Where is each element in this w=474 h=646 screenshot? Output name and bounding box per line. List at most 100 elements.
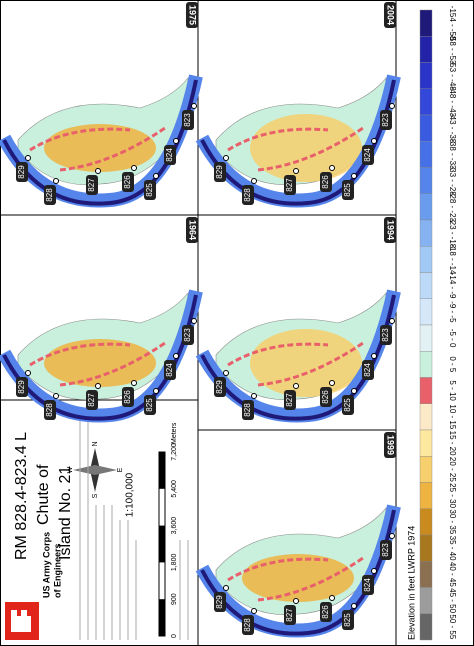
- mile-badge: [380, 110, 392, 130]
- map-panel: 829 828 827 826 825 824 823 1975: [0, 2, 203, 208]
- scale-bar-segment: [159, 525, 165, 563]
- year-badge: [384, 2, 396, 28]
- mile-marker: [131, 165, 137, 171]
- legend-swatch: [419, 193, 433, 221]
- legend-label: -9 - -5: [448, 301, 457, 323]
- river-mile-label: 825: [145, 398, 154, 412]
- river-mile-label: 826: [321, 390, 330, 404]
- legend-swatch: [419, 508, 433, 536]
- legend-swatch: [419, 377, 433, 404]
- legend-label: 15 - 20: [448, 431, 457, 456]
- scale-bar-label: 0: [171, 634, 178, 638]
- legend-label: 10 - 15: [448, 404, 457, 429]
- thalweg: [200, 509, 396, 636]
- mile-marker: [371, 353, 377, 359]
- river-mile-label: 827: [87, 178, 96, 192]
- mile-marker: [191, 103, 197, 109]
- title-line: Island No. 21: [57, 466, 74, 560]
- river-mile-label: 829: [17, 165, 26, 179]
- river-mile-label: 828: [243, 618, 252, 632]
- sandbar: [250, 329, 362, 397]
- legend-label: -14 - -9: [448, 273, 457, 299]
- thalweg: [2, 79, 198, 206]
- river-mile-label: 824: [363, 148, 372, 162]
- mile-marker: [153, 173, 159, 179]
- scale-bar-label: 1,800: [171, 554, 178, 572]
- legend-label: 45 - 50: [448, 588, 457, 613]
- mile-marker: [25, 370, 31, 376]
- mile-badge: [284, 605, 296, 625]
- legend-label: -154 - -58: [448, 6, 457, 41]
- compass-label: N: [92, 441, 99, 446]
- year-label: 1964: [188, 220, 198, 240]
- bank-edge: [227, 126, 364, 172]
- compass-label: E: [117, 467, 124, 472]
- legend-label: 20 - 25: [448, 457, 457, 482]
- river-mile-label: 824: [363, 363, 372, 377]
- river-mile-label: 823: [381, 328, 390, 342]
- mile-marker: [293, 168, 299, 174]
- bank-edge: [227, 341, 364, 387]
- agency: of Engineers: [52, 543, 62, 598]
- mile-marker: [389, 533, 395, 539]
- sandbar: [44, 339, 156, 387]
- notes-text: [79, 410, 189, 640]
- agency: US Army Corps: [41, 532, 51, 598]
- mile-badge: [362, 360, 374, 380]
- mile-badge: [342, 610, 354, 630]
- river-mile-label: 823: [183, 328, 192, 342]
- river-mile-label: 829: [17, 380, 26, 394]
- mile-badge: [164, 360, 176, 380]
- mile-marker: [251, 178, 257, 184]
- legend-label: -38 - -33: [448, 139, 457, 170]
- year-badge: [384, 432, 396, 458]
- north-arrow: [73, 448, 117, 492]
- river-mile-label: 827: [285, 393, 294, 407]
- map-panel: 829 828 827 826 825 824 823 2004: [195, 2, 401, 208]
- year-badge: [186, 2, 198, 28]
- mile-badge: [380, 325, 392, 345]
- legend-swatch: [419, 456, 433, 483]
- legend-swatch: [419, 482, 433, 509]
- mile-badge: [320, 387, 332, 407]
- river-mile-label: 827: [87, 393, 96, 407]
- river-mile-label: 826: [321, 175, 330, 189]
- mile-badge: [44, 400, 56, 420]
- river-mile-label: 824: [165, 148, 174, 162]
- mile-badge: [242, 615, 254, 635]
- river-mile-label: 823: [381, 543, 390, 557]
- mile-badge: [242, 185, 254, 205]
- mile-marker: [251, 393, 257, 399]
- legend-label: -23 - -18: [448, 218, 457, 249]
- mile-badge: [182, 110, 194, 130]
- mile-marker: [223, 370, 229, 376]
- legend-label: -18 - -14: [448, 244, 457, 275]
- mile-badge: [284, 390, 296, 410]
- legend-swatch: [419, 219, 433, 247]
- legend-swatch: [419, 429, 433, 457]
- mile-marker: [329, 165, 335, 171]
- mile-badge: [362, 575, 374, 595]
- mile-marker: [351, 603, 357, 609]
- year-label: 2004: [386, 5, 396, 25]
- thalweg: [200, 294, 396, 421]
- mile-badge: [182, 325, 194, 345]
- mile-marker: [329, 595, 335, 601]
- compass-label: W: [67, 466, 74, 473]
- river-mile-label: 828: [243, 403, 252, 417]
- river-mile-label: 824: [363, 578, 372, 592]
- river-mile-label: 825: [145, 183, 154, 197]
- bank-edge: [29, 341, 166, 387]
- river-mile-label: 827: [285, 178, 294, 192]
- sandbar: [250, 114, 362, 182]
- legend-swatch: [419, 324, 433, 352]
- mile-badge: [16, 377, 28, 397]
- legend-swatch: [419, 272, 433, 299]
- mile-badge: [214, 162, 226, 182]
- legend-label: -53 - -48: [448, 61, 457, 92]
- mile-marker: [53, 178, 59, 184]
- mile-badge: [122, 172, 134, 192]
- legend-title: Elevation in feet LWRP 1974: [406, 526, 416, 640]
- logo-castle: [11, 610, 31, 632]
- river-mile-label: 826: [123, 175, 132, 189]
